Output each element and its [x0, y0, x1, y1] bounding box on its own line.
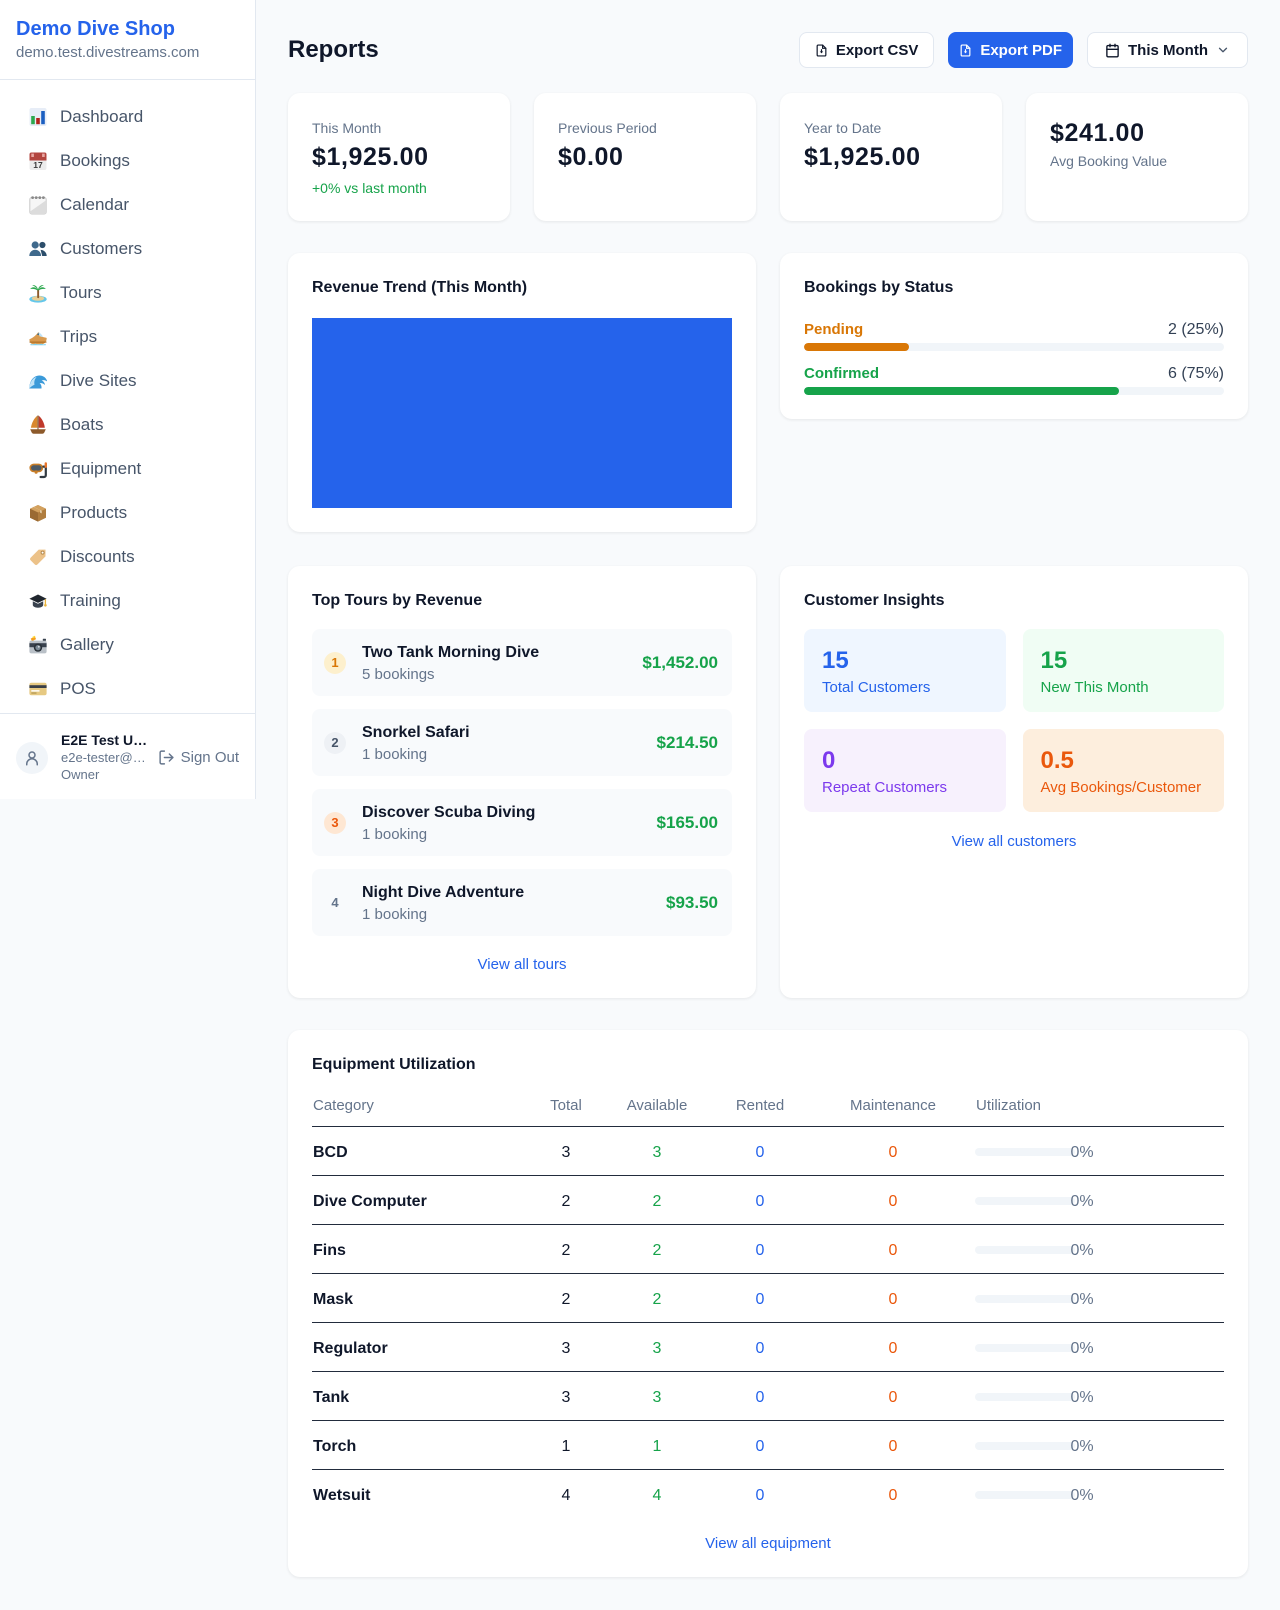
svg-text:17: 17 — [33, 160, 43, 170]
